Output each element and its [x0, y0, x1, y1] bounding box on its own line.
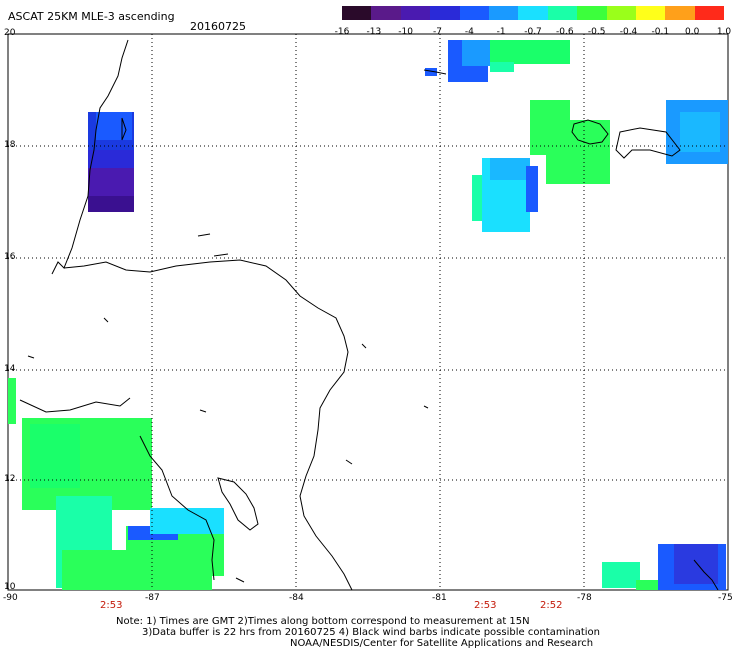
swath-block	[30, 424, 80, 488]
swath-block	[490, 158, 530, 180]
colorbar-segment	[518, 6, 548, 20]
colorbar-tick-label: -0.5	[587, 27, 606, 37]
y-label: 20	[4, 28, 16, 38]
colorbar-tick-label: -1	[496, 27, 506, 37]
swath-block	[526, 166, 538, 212]
colorbar-segment	[488, 6, 519, 20]
x-label: -78	[577, 593, 592, 603]
y-label: 12	[4, 474, 16, 484]
swath-block	[546, 120, 610, 184]
swath-block	[8, 378, 16, 424]
pass-time: 2:52	[540, 600, 563, 611]
colorbar-tick-label: -16	[334, 27, 350, 37]
swath-block	[425, 68, 437, 76]
swath-block	[462, 40, 490, 66]
colorbar-tick-label: -0.1	[651, 27, 670, 37]
swath-block	[96, 112, 132, 140]
y-label: 18	[4, 140, 16, 150]
y-label: 16	[4, 252, 16, 262]
colorbar-tick-label: -0.7	[524, 27, 542, 37]
note-line-3: NOAA/NESDIS/Center for Satellite Applica…	[290, 638, 594, 649]
colorbar-segment	[430, 6, 460, 20]
swath-block	[490, 62, 514, 72]
x-label: -90	[3, 593, 18, 603]
y-label: 14	[4, 364, 16, 374]
pass-time: 2:53	[100, 600, 123, 611]
colorbar-segment	[459, 6, 489, 20]
swath-block	[602, 562, 640, 588]
pass-time: 2:53	[474, 600, 497, 611]
note-line-1: Note: 1) Times are GMT 2)Times along bot…	[116, 616, 530, 627]
map-frame	[7, 33, 729, 591]
swath-block	[150, 508, 224, 534]
colorbar-tick-label: 1.0	[716, 27, 732, 37]
colorbar-segment	[371, 6, 401, 20]
colorbar-tick-label: -0.6	[556, 27, 574, 37]
note-line-2: 3)Data buffer is 22 hrs from 20160725 4)…	[142, 627, 600, 638]
x-label: -81	[432, 593, 447, 603]
colorbar-tick-label: -0.4	[619, 27, 638, 37]
colorbar-tick-label: -10	[398, 27, 414, 37]
graticule	[8, 34, 728, 590]
swath-block	[88, 150, 134, 168]
colorbar-segment	[665, 6, 695, 20]
data-swaths	[8, 40, 728, 590]
y-label: 10	[4, 582, 16, 592]
colorbar-tick-label: -7	[433, 27, 442, 37]
colorbar-segment	[635, 6, 666, 20]
colorbar-segment	[547, 6, 578, 20]
colorbar-segment	[400, 6, 431, 20]
colorbar-tick-label: -13	[366, 27, 382, 37]
x-label: -87	[145, 593, 160, 603]
product-date: 20160725	[190, 20, 246, 33]
colorbar	[342, 6, 725, 20]
swath-block	[88, 196, 134, 212]
colorbar-segment	[694, 6, 725, 20]
product-title: ASCAT 25KM MLE-3 ascending	[8, 10, 175, 23]
colorbar-tick-label: 0.0	[684, 27, 700, 37]
swath-block	[472, 175, 484, 221]
swath-block	[674, 544, 718, 584]
swath-block	[680, 112, 720, 152]
colorbar-segment	[606, 6, 636, 20]
coastlines	[19, 39, 719, 591]
swath-block	[490, 40, 570, 64]
colorbar-segment	[577, 6, 607, 20]
x-label: -75	[718, 593, 733, 603]
colorbar-tick-label: -4	[464, 27, 474, 37]
colorbar-segment	[342, 6, 372, 20]
x-label: -84	[289, 593, 304, 603]
